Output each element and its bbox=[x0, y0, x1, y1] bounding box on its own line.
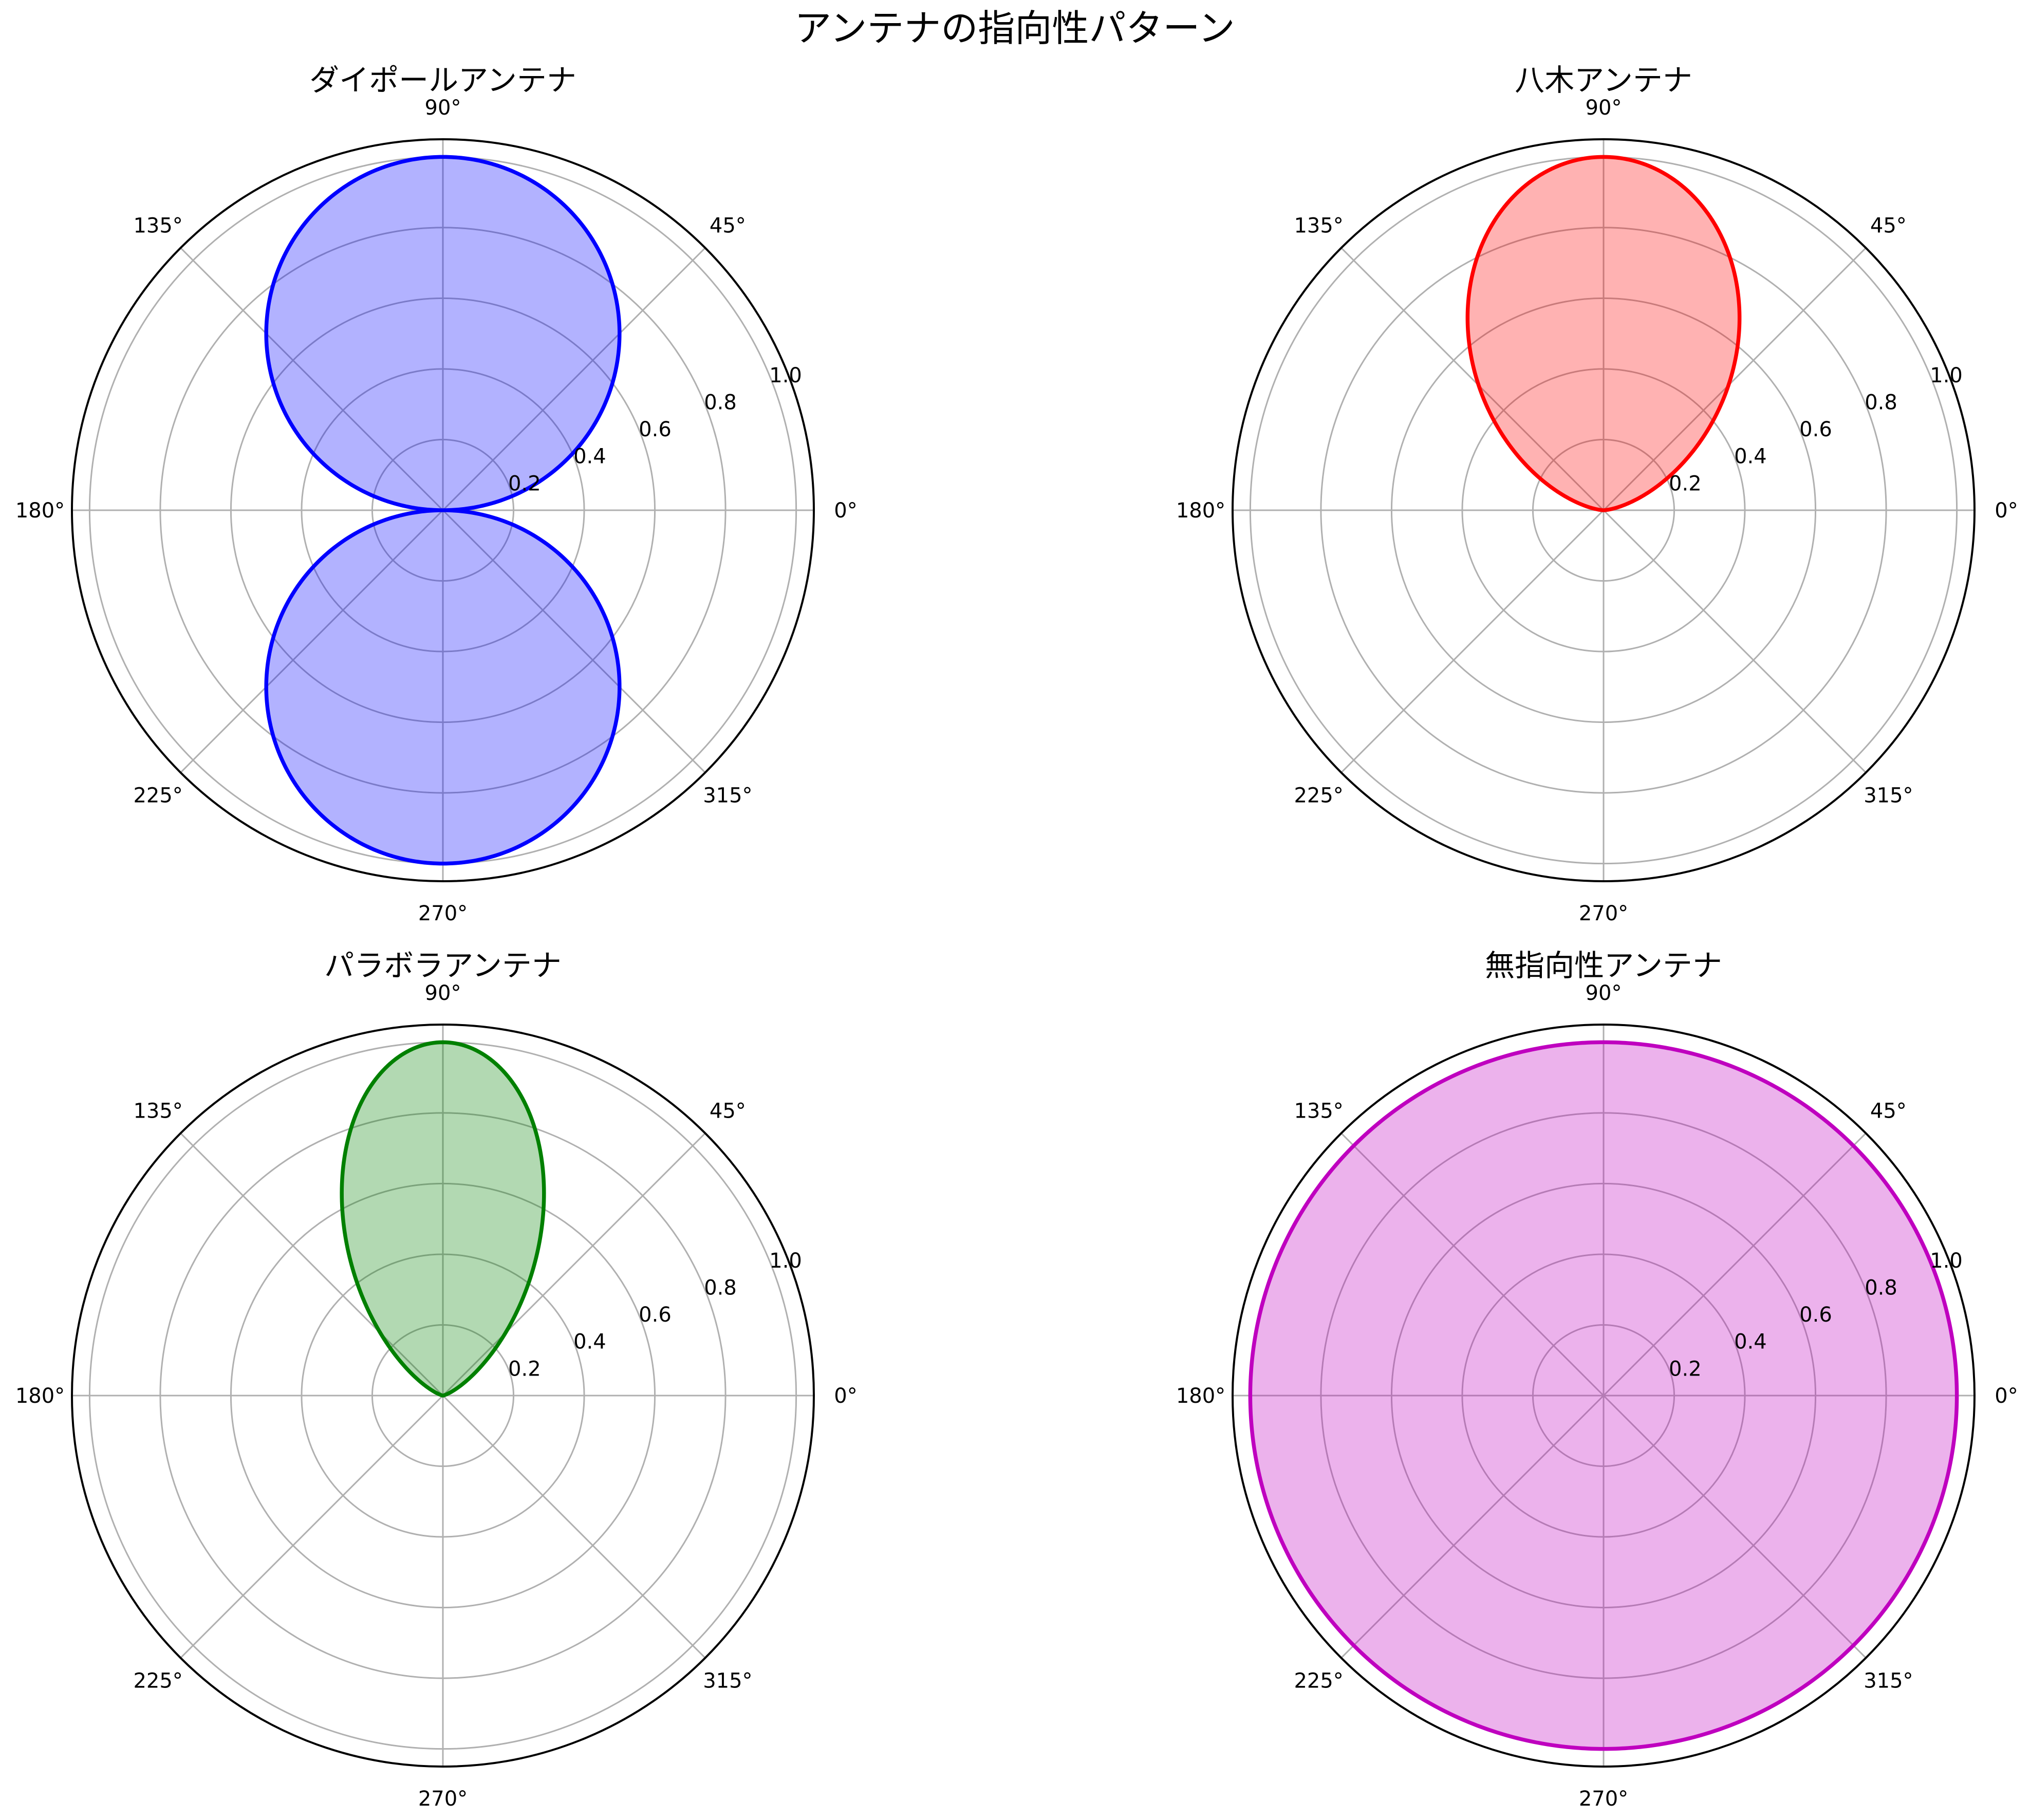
r-tick-label: 0.2 bbox=[508, 1357, 541, 1381]
chart-title: 八木アンテナ bbox=[1515, 63, 1692, 98]
r-tick-label: 0.8 bbox=[704, 391, 737, 414]
polar-chart-2: 八木アンテナ 0° 45° 90° 135° 180° 225° 270° 315° 0.2 0.4… bbox=[1176, 63, 2018, 925]
r-tick-label: 1.0 bbox=[769, 1249, 802, 1273]
r-tick-label: 1.0 bbox=[1930, 364, 1963, 387]
r-tick-label: 0.6 bbox=[1799, 1303, 1832, 1327]
r-tick-label: 0.2 bbox=[508, 472, 541, 495]
polar-chart-1: ダイポールアンテナ 0° 45° 90° 135° 180° 225° 270° 315° 0.2… bbox=[15, 63, 858, 925]
chart-title: 無指向性アンテナ bbox=[1485, 948, 1722, 983]
angle-tick-label: 135° bbox=[133, 214, 182, 238]
angle-tick-label: 135° bbox=[1294, 1100, 1343, 1123]
polar-frame bbox=[1232, 1024, 1976, 1768]
angle-tick-label: 180° bbox=[15, 1384, 65, 1408]
theta-gridline-45 bbox=[442, 247, 706, 511]
pattern-fill-area bbox=[1250, 1042, 1957, 1749]
theta-gridline-45 bbox=[1603, 1132, 1867, 1397]
r-tick-label: 0.8 bbox=[1865, 1276, 1897, 1299]
theta-gridline-45 bbox=[442, 1132, 706, 1397]
r-tick-label: 0.4 bbox=[1734, 1330, 1767, 1354]
theta-gridline-315 bbox=[1603, 509, 1867, 773]
r-tick-label: 1.0 bbox=[769, 364, 802, 387]
theta-gridline-225 bbox=[180, 509, 444, 773]
angle-tick-label: 180° bbox=[15, 499, 65, 523]
theta-gridline-315 bbox=[1603, 1395, 1867, 1659]
angle-tick-label: 315° bbox=[1864, 1669, 1913, 1693]
angle-tick-label: 45° bbox=[1870, 214, 1907, 238]
angle-tick-label: 135° bbox=[1294, 214, 1343, 238]
angle-tick-label: 315° bbox=[703, 784, 752, 807]
angle-tick-label: 270° bbox=[1579, 902, 1628, 925]
pattern-line bbox=[340, 1040, 546, 1398]
polar-chart-3: パラボラアンテナ 0° 45° 90° 135° 180° 225° 270° 315° 0.2 0… bbox=[15, 948, 858, 1811]
pattern-line bbox=[1465, 155, 1742, 512]
polar-panels: ダイポールアンテナ 0° 45° 90° 135° 180° 225° 270° 315° 0.2… bbox=[15, 63, 2018, 1811]
r-tick-label: 0.4 bbox=[573, 1330, 606, 1354]
theta-gridline-135 bbox=[1340, 1132, 1605, 1397]
theta-gridline-225 bbox=[1340, 509, 1605, 773]
pattern-line bbox=[264, 155, 622, 866]
angle-tick-label: 270° bbox=[418, 1787, 468, 1811]
angle-tick-label: 180° bbox=[1176, 1384, 1225, 1408]
theta-gridline-135 bbox=[180, 1132, 444, 1397]
angle-tick-label: 315° bbox=[703, 1669, 752, 1693]
angle-tick-label: 225° bbox=[1294, 784, 1343, 807]
angle-tick-label: 315° bbox=[1864, 784, 1913, 807]
theta-gridline-135 bbox=[180, 247, 444, 511]
angle-tick-label: 225° bbox=[1294, 1669, 1343, 1693]
r-tick-label: 0.6 bbox=[639, 418, 672, 441]
polar-frame bbox=[71, 1024, 815, 1768]
r-tick-label: 0.4 bbox=[573, 445, 606, 469]
pattern-line bbox=[1248, 1040, 1959, 1751]
theta-gridline-315 bbox=[442, 1395, 706, 1659]
r-tick-label: 1.0 bbox=[1930, 1249, 1963, 1273]
angle-tick-label: 0° bbox=[834, 499, 857, 523]
chart-title: パラボラアンテナ bbox=[324, 948, 562, 983]
angle-tick-label: 45° bbox=[710, 214, 746, 238]
r-tick-label: 0.6 bbox=[1799, 418, 1832, 441]
angle-tick-label: 180° bbox=[1176, 499, 1225, 523]
angle-tick-label: 135° bbox=[133, 1100, 182, 1123]
r-tick-label: 0.2 bbox=[1669, 1357, 1702, 1381]
theta-gridline-135 bbox=[1340, 247, 1605, 511]
angle-tick-label: 225° bbox=[133, 1669, 182, 1693]
polar-chart-4: 無指向性アンテナ 0° 45° 90° 135° 180° 225° 270° 315° 0.2 0… bbox=[1176, 948, 2018, 1811]
angle-tick-label: 0° bbox=[834, 1384, 857, 1408]
figure-title: アンテナの指向性パターン bbox=[794, 7, 1235, 50]
theta-gridline-225 bbox=[1340, 1395, 1605, 1659]
angle-tick-label: 0° bbox=[1995, 499, 2018, 523]
chart-title: ダイポールアンテナ bbox=[309, 63, 576, 98]
pattern-fill-area bbox=[1467, 157, 1740, 510]
theta-gridline-315 bbox=[442, 509, 706, 773]
angle-tick-label: 90° bbox=[425, 981, 461, 1005]
angle-tick-label: 90° bbox=[1586, 981, 1622, 1005]
angle-tick-label: 90° bbox=[1586, 96, 1622, 120]
angle-tick-label: 0° bbox=[1995, 1384, 2018, 1408]
angle-tick-label: 90° bbox=[425, 96, 461, 120]
pattern-fill-area bbox=[342, 1042, 544, 1396]
r-tick-label: 0.6 bbox=[639, 1303, 672, 1327]
polar-frame bbox=[71, 138, 815, 882]
r-tick-label: 0.8 bbox=[1865, 391, 1897, 414]
angle-tick-label: 270° bbox=[1579, 1787, 1628, 1811]
angle-tick-label: 225° bbox=[133, 784, 182, 807]
polar-frame bbox=[1232, 138, 1976, 882]
r-tick-label: 0.8 bbox=[704, 1276, 737, 1299]
theta-gridline-225 bbox=[180, 1395, 444, 1659]
theta-gridline-45 bbox=[1603, 247, 1867, 511]
r-tick-label: 0.4 bbox=[1734, 445, 1767, 469]
pattern-fill-area bbox=[266, 157, 620, 864]
angle-tick-label: 45° bbox=[710, 1100, 746, 1123]
angle-tick-label: 45° bbox=[1870, 1100, 1907, 1123]
r-tick-label: 0.2 bbox=[1669, 472, 1702, 495]
angle-tick-label: 270° bbox=[418, 902, 468, 925]
